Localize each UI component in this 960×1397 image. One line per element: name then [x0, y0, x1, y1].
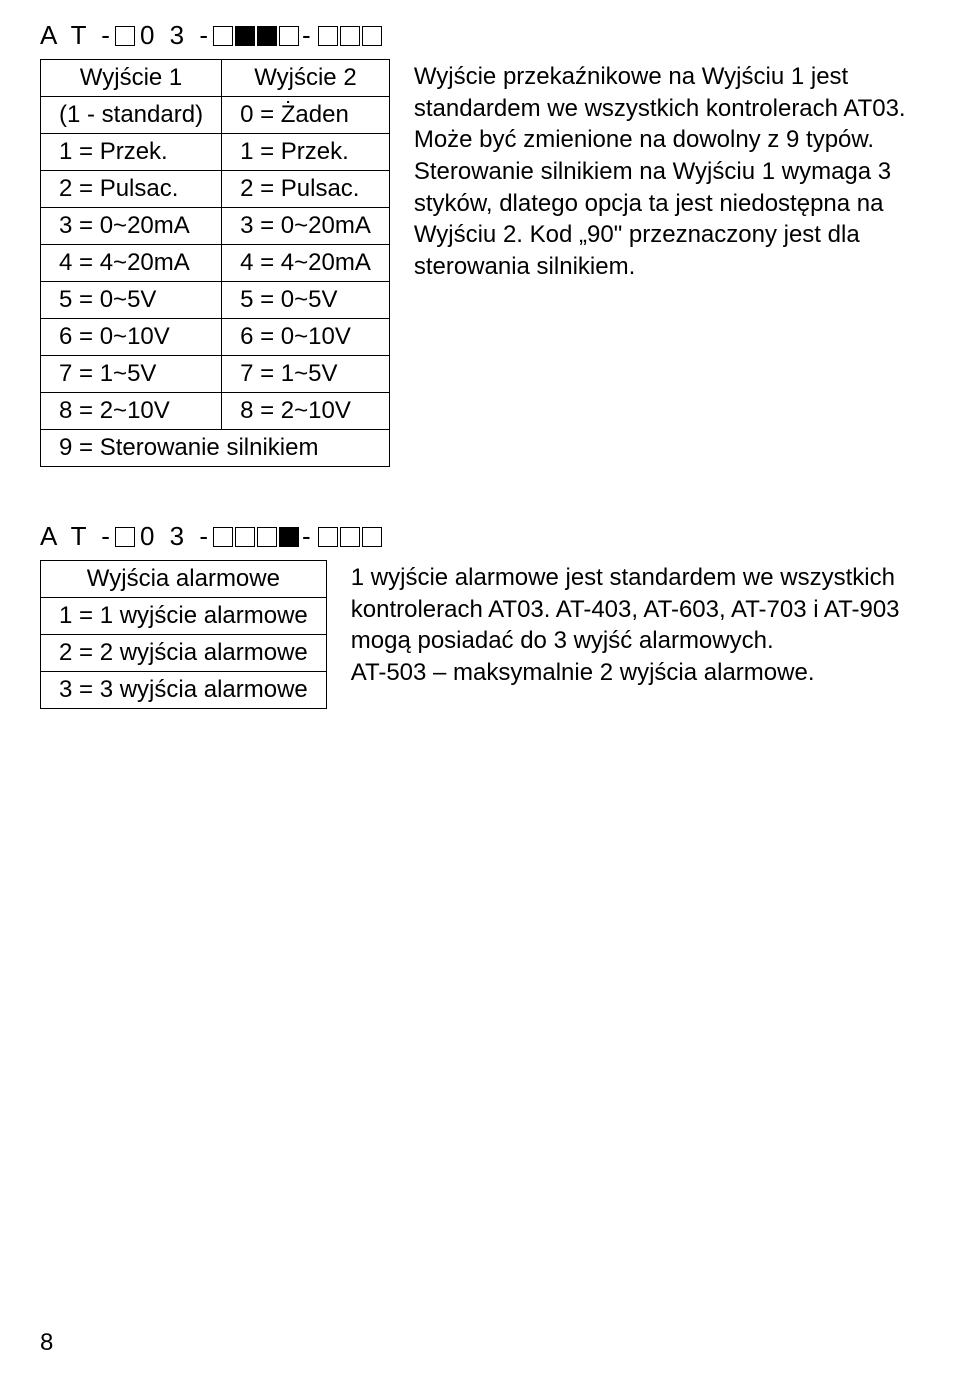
box-icon — [362, 26, 382, 46]
box-icon — [257, 527, 277, 547]
order-code-1-prefix: A T - — [40, 20, 114, 51]
box-filled-icon — [235, 26, 255, 46]
box-icon — [213, 527, 233, 547]
section-1-description: Wyjście przekaźnikowe na Wyjściu 1 jest … — [414, 59, 920, 283]
table-row: 6 = 0~10V6 = 0~10V — [41, 319, 390, 356]
table-row: 3 = 3 wyjścia alarmowe — [41, 672, 327, 709]
table-row: 5 = 0~5V5 = 0~5V — [41, 282, 390, 319]
table-header: Wyjście 1 — [41, 60, 222, 97]
box-filled-icon — [279, 527, 299, 547]
box-icon — [340, 527, 360, 547]
table-row: 1 = 1 wyjście alarmowe — [41, 598, 327, 635]
table-row: 8 = 2~10V8 = 2~10V — [41, 393, 390, 430]
box-icon — [362, 527, 382, 547]
page-number: 8 — [40, 1329, 53, 1357]
table-row: 4 = 4~20mA4 = 4~20mA — [41, 245, 390, 282]
section-2: Wyjścia alarmowe 1 = 1 wyjście alarmowe … — [40, 560, 920, 709]
order-code-1-mid: 0 3 - — [140, 20, 212, 51]
order-code-2-prefix: A T - — [40, 521, 114, 552]
table-row: 9 = Sterowanie silnikiem — [41, 430, 390, 467]
box-icon — [115, 26, 135, 46]
order-code-2-mid: 0 3 - — [140, 521, 212, 552]
box-icon — [235, 527, 255, 547]
box-icon — [213, 26, 233, 46]
box-icon — [318, 26, 338, 46]
box-icon — [340, 26, 360, 46]
table-row: 2 = Pulsac.2 = Pulsac. — [41, 171, 390, 208]
table-row: (1 - standard)0 = Żaden — [41, 97, 390, 134]
order-code-2: A T - 0 3 - - — [40, 521, 920, 552]
alarm-outputs-table: Wyjścia alarmowe 1 = 1 wyjście alarmowe … — [40, 560, 327, 709]
table-row: 2 = 2 wyjścia alarmowe — [41, 635, 327, 672]
output-types-table: Wyjście 1 Wyjście 2 (1 - standard)0 = Ża… — [40, 59, 390, 467]
table-header: Wyjścia alarmowe — [41, 561, 327, 598]
box-icon — [318, 527, 338, 547]
table-row: 3 = 0~20mA3 = 0~20mA — [41, 208, 390, 245]
section-1: Wyjście 1 Wyjście 2 (1 - standard)0 = Ża… — [40, 59, 920, 467]
order-code-1: A T - 0 3 - - — [40, 20, 920, 51]
box-icon — [115, 527, 135, 547]
table-row: 1 = Przek.1 = Przek. — [41, 134, 390, 171]
table-row: 7 = 1~5V7 = 1~5V — [41, 356, 390, 393]
table-header: Wyjście 2 — [222, 60, 390, 97]
table-header-row: Wyjście 1 Wyjście 2 — [41, 60, 390, 97]
box-filled-icon — [257, 26, 277, 46]
table-header-row: Wyjścia alarmowe — [41, 561, 327, 598]
section-2-description: 1 wyjście alarmowe jest standardem we ws… — [351, 560, 920, 689]
box-icon — [279, 26, 299, 46]
